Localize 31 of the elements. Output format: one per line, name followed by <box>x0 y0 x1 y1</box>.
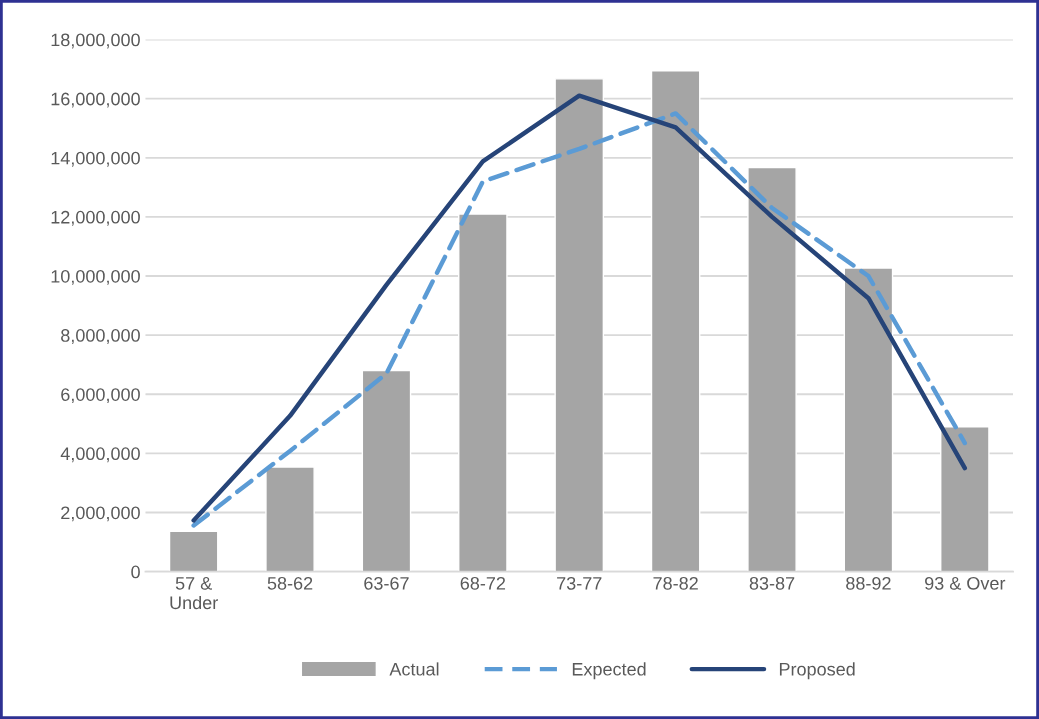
y-tick-label: 18,000,000 <box>51 33 140 49</box>
y-tick-label: 14,000,000 <box>51 151 140 167</box>
legend-label: Actual <box>389 662 439 676</box>
x-tick-label: 73-77 <box>557 576 602 590</box>
legend-label: Expected <box>572 662 646 680</box>
y-tick-label: 12,000,000 <box>51 210 140 226</box>
y-tick-label: 10,000,000 <box>51 269 140 285</box>
y-tick-label: 6,000,000 <box>61 388 140 404</box>
x-tick-label: 63-67 <box>364 576 409 590</box>
x-tick-label: 58-62 <box>267 576 313 590</box>
bar <box>843 267 894 572</box>
x-tick-label: 57 & Under <box>170 577 218 610</box>
bar <box>168 530 219 572</box>
y-tick-label: 16,000,000 <box>51 92 140 108</box>
bar <box>650 70 701 572</box>
y-tick-label: 2,000,000 <box>61 506 140 522</box>
x-tick-label: 83-87 <box>749 576 795 590</box>
bar <box>265 466 315 572</box>
x-tick-label: 78-82 <box>653 576 698 590</box>
bar <box>747 166 797 572</box>
y-tick-label: 4,000,000 <box>60 447 140 463</box>
bar <box>361 369 412 572</box>
y-tick-label: 0 <box>131 565 140 579</box>
y-tick-label: 8,000,000 <box>61 329 140 344</box>
bar <box>940 426 990 572</box>
legend-label: Proposed <box>779 662 855 680</box>
x-tick-label: 93 & Over <box>925 576 1006 590</box>
x-tick-label: 88-92 <box>846 576 891 590</box>
bar <box>458 213 508 572</box>
bar <box>554 78 605 572</box>
x-tick-label: 68-72 <box>460 576 506 590</box>
